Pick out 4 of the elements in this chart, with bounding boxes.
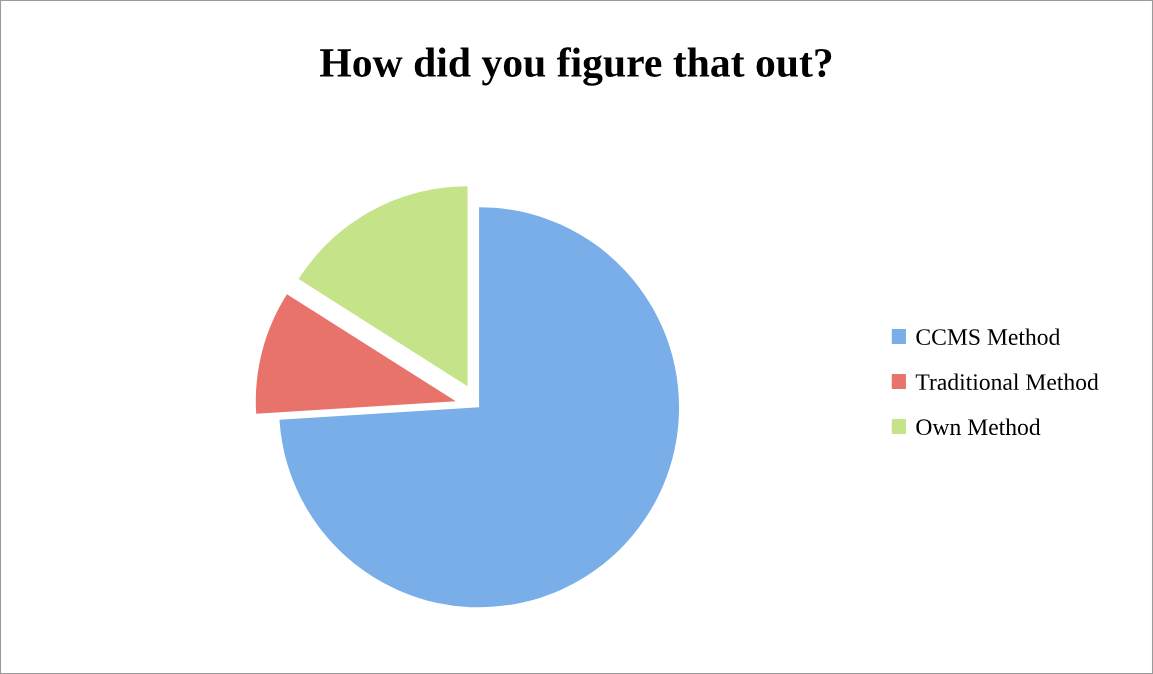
legend-label: CCMS Method (916, 328, 1061, 346)
chart-title: How did you figure that out? (320, 47, 832, 86)
legend-label: Traditional Method (915, 373, 1099, 391)
legend-label: Own Method (916, 418, 1041, 436)
